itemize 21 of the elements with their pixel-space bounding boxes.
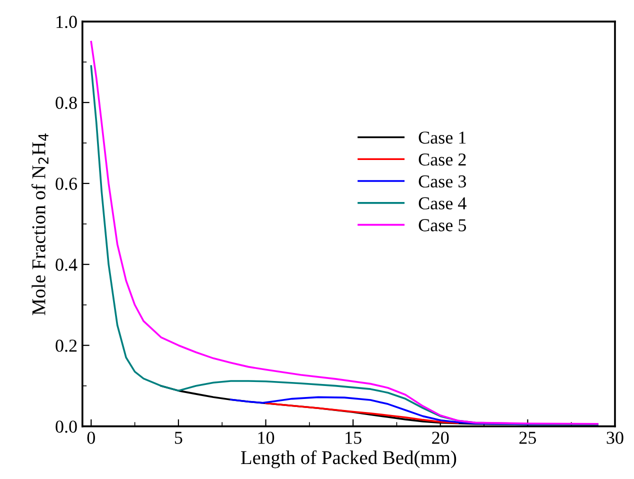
x-tick-label: 15 xyxy=(346,432,362,444)
x-tick-label: 10 xyxy=(258,432,274,444)
y-tick-label: 0.0 xyxy=(56,420,77,433)
line-series xyxy=(264,402,459,424)
y-tick-label: 0.4 xyxy=(56,258,78,271)
y-tick-label: 1.0 xyxy=(56,16,77,28)
legend-label: Case 1 xyxy=(418,132,466,144)
x-tick-label: 30 xyxy=(606,432,624,444)
y-tick-label: 0.2 xyxy=(56,340,77,352)
y-tick-label: 0.8 xyxy=(56,96,77,110)
legend-label: Case 4 xyxy=(418,197,466,210)
x-tick-label: 25 xyxy=(519,432,536,444)
x-tick-label: 5 xyxy=(174,432,182,444)
x-axis-title: Length of Packed Bed(mm) xyxy=(240,450,456,468)
legend-label: Case 5 xyxy=(418,219,466,232)
legend-label: Case 2 xyxy=(418,153,466,166)
legend-label: Case 3 xyxy=(418,175,466,188)
y-axis-title: Mole Fraction of N$_{2}$H$_{4}$ xyxy=(31,134,48,316)
x-tick-label: 20 xyxy=(432,432,449,444)
y-tick-label: 0.6 xyxy=(56,178,78,190)
x-tick-label: 0 xyxy=(87,432,95,444)
